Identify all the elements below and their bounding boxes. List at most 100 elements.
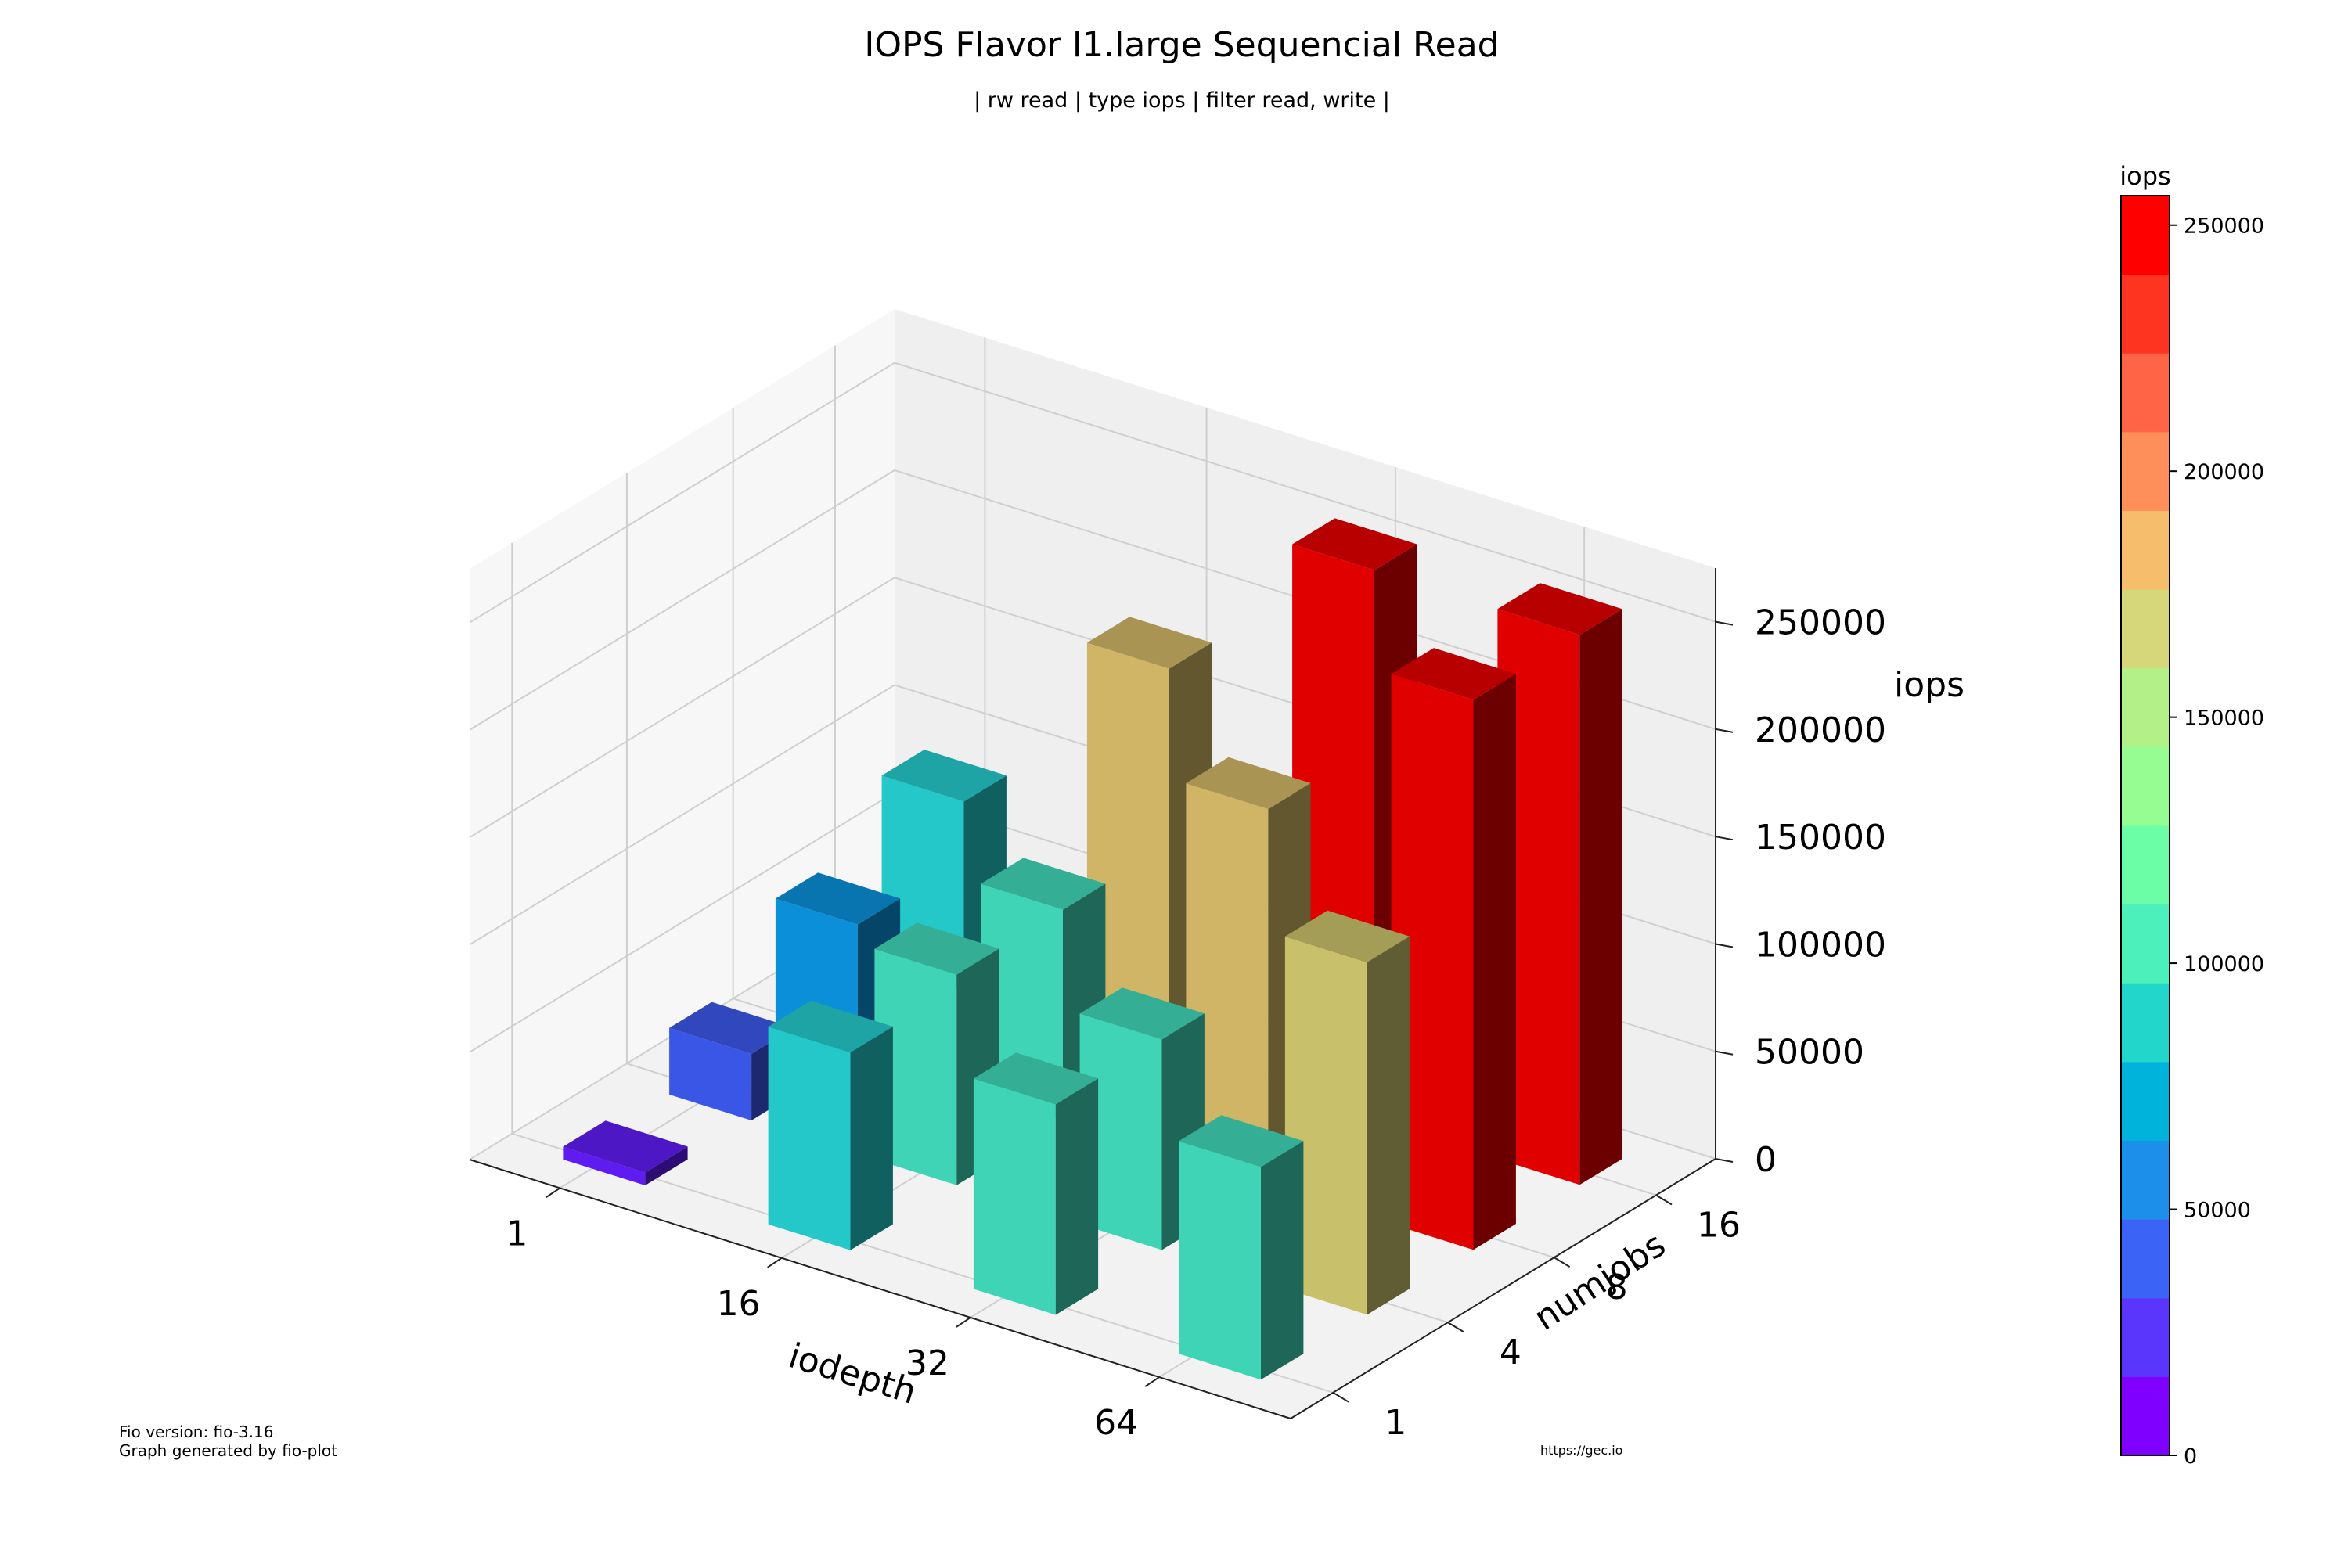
colorbar-label: iops: [2119, 161, 2170, 191]
bar-top-face: [1292, 518, 1417, 570]
colorbar-segment: [2121, 667, 2170, 747]
z-tick: [1715, 836, 1734, 841]
bar-iodepth-64-numjobs-4: [1284, 910, 1410, 1315]
colorbar-segment: [2121, 1061, 2170, 1141]
colorbar-tick-label: 200000: [2184, 460, 2264, 484]
bar-top-face: [881, 750, 1007, 802]
colorbar-segment: [2121, 825, 2170, 905]
grid-line: [469, 361, 895, 624]
bar-top-face: [1086, 617, 1212, 669]
bar-iodepth-16-numjobs-1: [768, 1000, 893, 1250]
bar-front-face: [1086, 642, 1169, 1056]
bar-iodepth-1-numjobs-1: [563, 1120, 688, 1185]
bar-top-face: [1391, 648, 1516, 700]
bar-top-face: [1186, 757, 1311, 810]
z-tick: [1715, 620, 1734, 626]
z-tick-label: 200000: [1755, 710, 1886, 750]
bar-top-face: [669, 1002, 794, 1054]
grid-line: [894, 361, 1716, 623]
bar-side-face: [645, 1146, 688, 1185]
grid-line: [469, 469, 895, 731]
z-tick: [1715, 943, 1734, 948]
chart-title: IOPS Flavor l1.large Sequencial Read: [864, 25, 1499, 65]
bar-top-face: [1079, 987, 1205, 1040]
colorbar-segment: [2121, 431, 2170, 511]
colorbar-tick-label: 250000: [2184, 214, 2264, 239]
bar-side-face: [1367, 936, 1410, 1315]
footer-url: https://gec.io: [1540, 1443, 1623, 1458]
colorbar-segment: [2121, 904, 2170, 984]
colorbar-segment: [2121, 1140, 2170, 1220]
footer-info: Fio version: fio-3.16 Graph generated by…: [119, 1422, 337, 1460]
generated-by-text: Graph generated by fio-plot: [119, 1441, 338, 1460]
chart-subtitle: | rw read | type iops | filter read, wri…: [974, 88, 1390, 113]
y-tick-label: 1: [1385, 1403, 1406, 1443]
bar-side-face: [1261, 1141, 1304, 1380]
x-axis-label: iodepth: [784, 1336, 921, 1412]
fio-version-text: Fio version: fio-3.16: [119, 1422, 274, 1441]
y-tick-label: 4: [1500, 1332, 1522, 1372]
bar-iodepth-64-numjobs-16: [1497, 583, 1622, 1185]
bar-iodepth-64-numjobs-8: [1391, 648, 1516, 1250]
bar-front-face: [669, 1027, 752, 1120]
x-tick-label: 32: [906, 1343, 949, 1383]
bar-top-face: [981, 858, 1106, 910]
colorbar-tick-label: 0: [2184, 1444, 2197, 1469]
grid-line: [469, 684, 895, 946]
bar-top-face: [1284, 910, 1410, 962]
grid-line: [469, 577, 895, 839]
bar-iodepth-64-numjobs-1: [1179, 1115, 1304, 1380]
z-tick-label: 250000: [1755, 603, 1886, 643]
x-tick: [545, 1187, 560, 1199]
colorbar-segment: [2121, 746, 2170, 826]
bar-top-face: [1179, 1115, 1304, 1167]
x-tick-label: 64: [1094, 1403, 1138, 1443]
y-tick: [1554, 1257, 1571, 1268]
bar-front-face: [1497, 609, 1580, 1185]
colorbar-tick-label: 50000: [2184, 1199, 2251, 1223]
y-tick-label: 16: [1697, 1205, 1741, 1245]
x-tick: [1144, 1376, 1160, 1387]
bar-iodepth-32-numjobs-1: [973, 1052, 1099, 1315]
colorbar-segment: [2121, 983, 2170, 1063]
colorbar-segment: [2121, 1219, 2170, 1299]
colorbar-segment: [2121, 589, 2170, 669]
bar-top-face: [874, 922, 999, 975]
colorbar-tick-label: 150000: [2184, 707, 2264, 731]
z-tick-label: 0: [1755, 1140, 1777, 1180]
z-tick: [1715, 728, 1734, 733]
colorbar-frame: [2120, 195, 2170, 1456]
colorbar: iops 0 50000 100000 150000 200000 250000: [2119, 161, 2264, 1469]
bar-top-face: [563, 1120, 688, 1173]
colorbar-segment: [2121, 1297, 2170, 1377]
y-tick: [1447, 1322, 1464, 1333]
bar-top-face: [768, 1000, 893, 1053]
colorbar-tick-label: 100000: [2184, 952, 2264, 976]
bar-top-face: [1497, 583, 1622, 635]
x-tick-label: 16: [717, 1284, 761, 1324]
z-tick-label: 150000: [1755, 818, 1886, 858]
bar-front-face: [874, 948, 957, 1185]
bar-side-face: [1055, 1078, 1099, 1315]
bar-top-face: [775, 872, 901, 925]
bars: [563, 518, 1622, 1380]
bar-front-face: [768, 1027, 851, 1250]
x-tick: [767, 1257, 783, 1268]
z-tick: [1715, 1158, 1734, 1163]
z-axis-label: iops: [1894, 665, 1964, 705]
x-tick: [956, 1317, 971, 1328]
z-tick-label: 100000: [1755, 925, 1886, 965]
bar-front-face: [1284, 936, 1367, 1315]
x-tick-label: 1: [506, 1214, 528, 1253]
bar-front-face: [973, 1078, 1056, 1315]
grid-line: [469, 791, 895, 1053]
y-tick: [1332, 1391, 1349, 1403]
bar-front-face: [1179, 1141, 1261, 1380]
colorbar-segment: [2121, 1376, 2170, 1456]
x-axis-line: [469, 1159, 1291, 1419]
colorbar-segment: [2121, 196, 2170, 275]
bar-front-face: [563, 1146, 646, 1185]
y-tick: [1655, 1194, 1673, 1206]
y-tick-label: 8: [1606, 1268, 1628, 1307]
